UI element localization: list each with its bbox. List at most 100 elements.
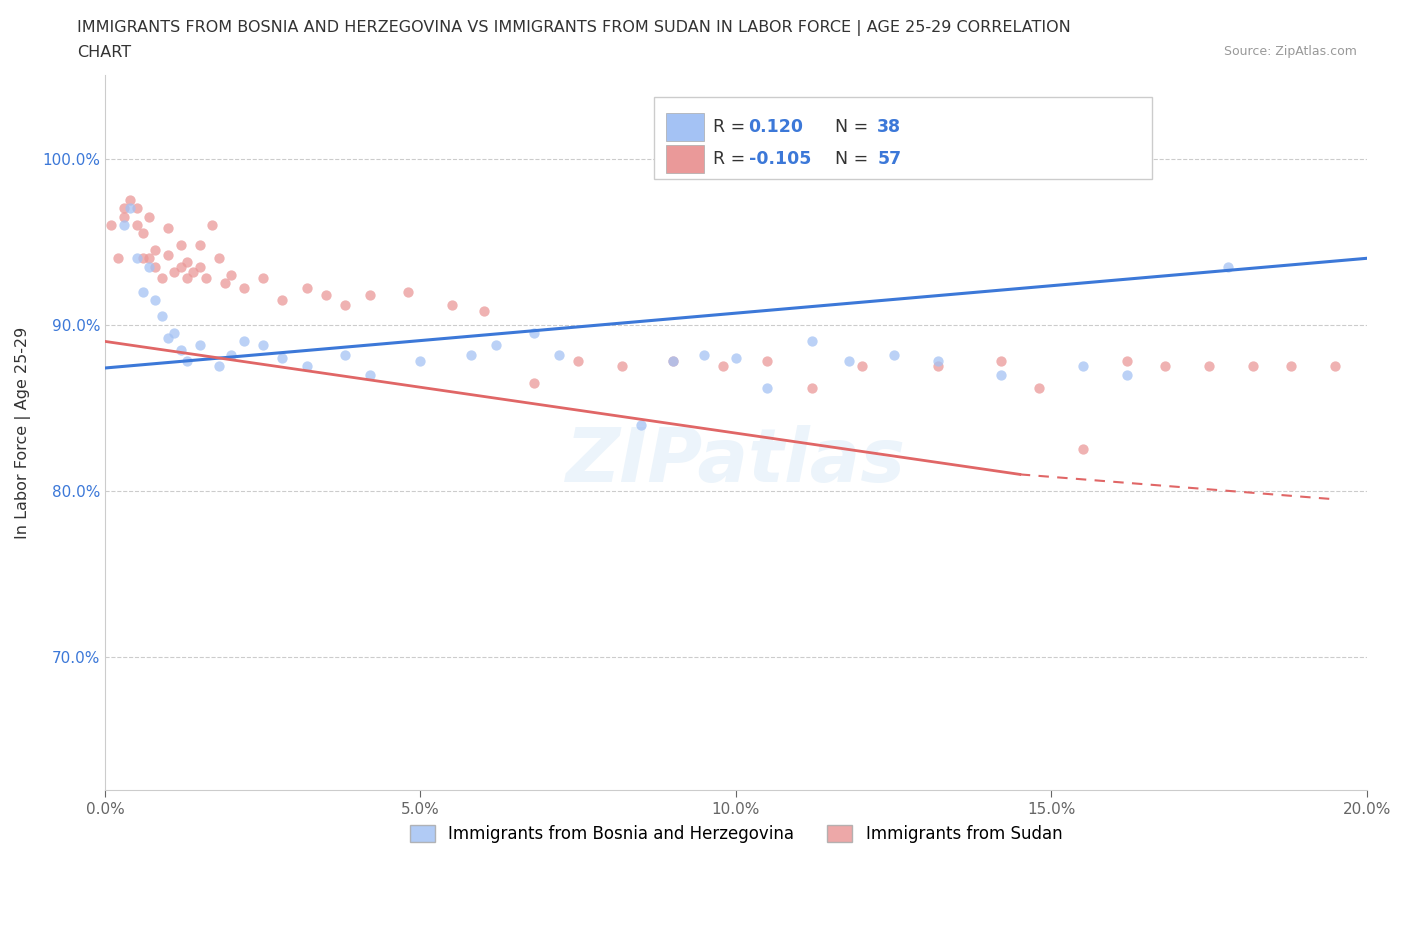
Point xyxy=(170,237,193,252)
Text: ZIPatlas: ZIPatlas xyxy=(565,425,905,498)
Point xyxy=(252,271,274,286)
FancyBboxPatch shape xyxy=(654,97,1153,179)
Point xyxy=(1116,354,1139,369)
Text: R =: R = xyxy=(713,150,751,168)
Point xyxy=(800,334,823,349)
Point xyxy=(194,271,217,286)
Text: IMMIGRANTS FROM BOSNIA AND HERZEGOVINA VS IMMIGRANTS FROM SUDAN IN LABOR FORCE |: IMMIGRANTS FROM BOSNIA AND HERZEGOVINA V… xyxy=(77,20,1071,36)
Point xyxy=(181,264,204,279)
Point xyxy=(145,259,167,274)
Point xyxy=(125,218,148,232)
Point xyxy=(188,237,211,252)
Point xyxy=(693,347,716,362)
Point xyxy=(232,334,254,349)
Point xyxy=(1071,359,1094,374)
Point xyxy=(333,347,356,362)
Point xyxy=(927,354,949,369)
Point xyxy=(252,338,274,352)
Point xyxy=(120,201,142,216)
Point xyxy=(612,359,634,374)
Point xyxy=(662,354,685,369)
Point xyxy=(112,209,135,224)
Point xyxy=(756,354,779,369)
Text: 0.120: 0.120 xyxy=(748,118,803,136)
Point xyxy=(138,259,160,274)
Point xyxy=(548,347,571,362)
Point xyxy=(567,354,589,369)
Point xyxy=(523,376,546,391)
Point xyxy=(396,284,419,299)
Text: N =: N = xyxy=(824,150,875,168)
Point xyxy=(157,221,180,236)
Point xyxy=(176,254,198,269)
Point xyxy=(1279,359,1302,374)
Legend: Immigrants from Bosnia and Herzegovina, Immigrants from Sudan: Immigrants from Bosnia and Herzegovina, … xyxy=(404,818,1069,850)
Point xyxy=(138,251,160,266)
Point xyxy=(883,347,905,362)
Point xyxy=(1241,359,1264,374)
Bar xyxy=(666,145,704,173)
Point xyxy=(145,292,167,307)
Point xyxy=(315,287,337,302)
Point xyxy=(176,354,198,369)
Point xyxy=(150,309,173,324)
Point xyxy=(333,298,356,312)
Point xyxy=(145,243,167,258)
Text: 57: 57 xyxy=(877,150,901,168)
Point xyxy=(125,251,148,266)
Text: R =: R = xyxy=(713,118,751,136)
Point xyxy=(485,338,508,352)
Bar xyxy=(666,113,704,141)
Point xyxy=(990,354,1012,369)
Point xyxy=(112,201,135,216)
Point xyxy=(132,251,155,266)
Point xyxy=(838,354,860,369)
Point xyxy=(270,351,292,365)
Point xyxy=(1216,259,1239,274)
Point xyxy=(157,247,180,262)
Point xyxy=(188,259,211,274)
Point xyxy=(219,347,242,362)
Point xyxy=(1324,359,1347,374)
Y-axis label: In Labor Force | Age 25-29: In Labor Force | Age 25-29 xyxy=(15,326,31,539)
Point xyxy=(1198,359,1220,374)
Point xyxy=(295,359,318,374)
Point xyxy=(756,380,779,395)
Point xyxy=(409,354,432,369)
Point xyxy=(927,359,949,374)
Point xyxy=(125,201,148,216)
Point xyxy=(100,218,122,232)
Point xyxy=(207,251,229,266)
Point xyxy=(295,281,318,296)
Point xyxy=(1071,442,1094,457)
Point xyxy=(460,347,482,362)
Text: Source: ZipAtlas.com: Source: ZipAtlas.com xyxy=(1223,45,1357,58)
Point xyxy=(472,304,495,319)
Point xyxy=(270,292,292,307)
Point xyxy=(800,380,823,395)
Text: 38: 38 xyxy=(877,118,901,136)
Point xyxy=(176,271,198,286)
Point xyxy=(170,259,193,274)
Point xyxy=(232,281,254,296)
Point xyxy=(359,287,381,302)
Point xyxy=(711,359,734,374)
Point xyxy=(163,326,186,340)
Text: -0.105: -0.105 xyxy=(748,150,811,168)
Point xyxy=(138,209,160,224)
Text: N =: N = xyxy=(824,118,875,136)
Point xyxy=(851,359,873,374)
Point xyxy=(170,342,193,357)
Point xyxy=(107,251,129,266)
Point xyxy=(662,354,685,369)
Point xyxy=(163,264,186,279)
Point xyxy=(132,226,155,241)
Point xyxy=(150,271,173,286)
Point xyxy=(207,359,229,374)
Point xyxy=(1116,367,1139,382)
Point xyxy=(990,367,1012,382)
Point xyxy=(1154,359,1177,374)
Point xyxy=(630,417,652,432)
Point xyxy=(157,331,180,346)
Point xyxy=(219,268,242,283)
